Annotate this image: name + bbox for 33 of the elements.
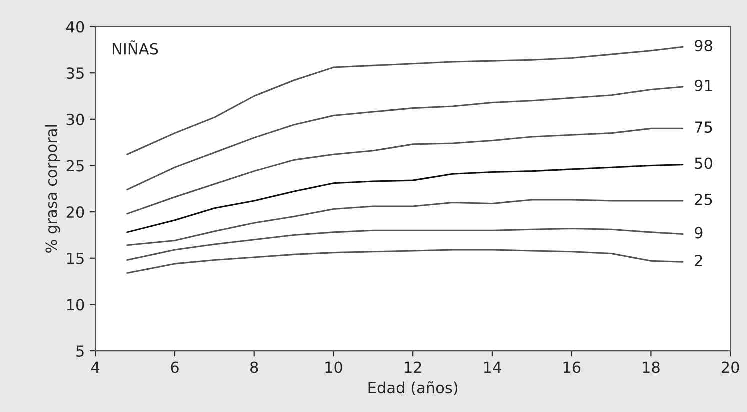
y-tick-label: 25 (66, 160, 84, 172)
x-tick-label: 8 (250, 362, 258, 374)
y-axis-title: % grasa corporal (45, 125, 60, 253)
line-series (126, 228, 684, 261)
y-tick-label: 30 (66, 114, 84, 126)
x-tick-label: 10 (326, 362, 342, 374)
series-label: 75 (695, 122, 712, 134)
x-tick-label: 6 (171, 362, 179, 374)
y-tick-label: 10 (67, 299, 84, 311)
x-tick-label: 16 (564, 362, 581, 374)
y-tick-label: 35 (66, 68, 84, 80)
line-series (126, 249, 684, 274)
x-axis-title: Edad (años) (368, 382, 458, 396)
x-tick-label: 20 (722, 362, 740, 374)
y-tick-label: 15 (67, 253, 84, 264)
y-tick-label: 40 (66, 21, 84, 33)
line-series (126, 199, 684, 246)
y-tick-label: 5 (76, 346, 84, 358)
line-series (126, 86, 684, 191)
y-tick-label: 20 (66, 206, 84, 218)
series-label: 91 (695, 80, 712, 92)
x-tick-label: 12 (405, 362, 422, 374)
x-tick-label: 4 (92, 362, 100, 374)
series-label: 98 (695, 40, 712, 52)
line-series (126, 164, 684, 234)
series-label: 25 (695, 194, 712, 206)
line-series (126, 128, 684, 215)
x-tick-label: 14 (484, 362, 502, 374)
series-label: 9 (695, 227, 703, 239)
series-label: 2 (695, 254, 702, 266)
x-tick-label: 18 (643, 362, 660, 374)
annotation: NIÑAS (112, 40, 158, 55)
series-label: 50 (695, 158, 712, 170)
